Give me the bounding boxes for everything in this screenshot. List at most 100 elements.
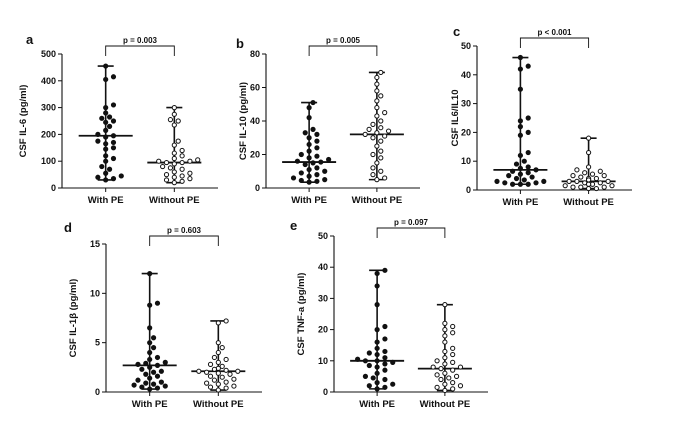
y-tick-label: 0 — [95, 387, 100, 397]
data-point-filled — [95, 174, 101, 180]
data-point-open — [442, 361, 448, 367]
data-point-filled — [154, 300, 161, 306]
data-point-filled — [517, 132, 524, 138]
data-point-filled — [509, 168, 516, 174]
data-point-filled — [150, 369, 157, 375]
y-tick-label: 40 — [461, 70, 471, 80]
data-point-filled — [302, 130, 308, 136]
data-point-open — [574, 178, 580, 184]
data-point-filled — [306, 135, 312, 141]
data-point-filled — [306, 166, 312, 173]
data-point-open — [450, 359, 456, 365]
data-point-open — [374, 98, 380, 104]
y-tick-label: 10 — [90, 288, 100, 298]
data-point-open — [207, 384, 214, 390]
data-point-filled — [302, 161, 308, 168]
y-tick-label: 400 — [41, 76, 56, 86]
data-point-filled — [143, 380, 149, 386]
data-point-filled — [147, 302, 153, 308]
data-point-filled — [374, 270, 380, 277]
data-point-filled — [147, 325, 153, 331]
data-point-open — [204, 369, 210, 375]
y-tick-label: 20 — [250, 150, 260, 160]
data-point-filled — [110, 102, 117, 108]
data-point-filled — [135, 377, 141, 383]
data-point-filled — [106, 123, 113, 129]
data-point-open — [163, 159, 170, 166]
data-point-open — [156, 158, 162, 164]
data-point-filled — [162, 383, 168, 389]
data-point-open — [450, 380, 456, 386]
data-point-open — [378, 138, 384, 144]
data-point-open — [362, 131, 368, 137]
data-point-filled — [322, 177, 328, 183]
data-point-filled — [306, 141, 312, 148]
data-point-open — [171, 122, 177, 128]
data-point-filled — [150, 335, 157, 341]
data-point-filled — [147, 340, 153, 346]
data-point-open — [586, 185, 592, 192]
data-point-filled — [314, 165, 320, 171]
data-point-filled — [517, 118, 524, 124]
data-point-open — [171, 169, 177, 175]
y-axis-title: CSF TNF-a (pg/ml) — [296, 273, 307, 356]
data-point-open — [593, 185, 600, 192]
data-point-open — [438, 376, 444, 383]
data-point-filled — [106, 114, 113, 120]
data-point-filled — [382, 384, 388, 390]
data-point-open — [215, 340, 221, 346]
y-tick-label: 60 — [250, 83, 260, 93]
data-point-filled — [541, 178, 547, 184]
data-point-open — [442, 339, 448, 345]
data-point-open — [442, 381, 448, 387]
data-point-filled — [103, 134, 109, 140]
chart-panel-e: e 0 10 20 30 40 50 CSF TNF-a (pg/ml) With PE With… — [290, 218, 488, 410]
data-point-filled — [106, 166, 113, 172]
data-point-open — [601, 173, 607, 179]
data-point-filled — [99, 115, 105, 121]
data-point-open — [605, 178, 611, 184]
data-point-open — [215, 387, 221, 393]
data-point-open — [366, 126, 372, 132]
y-axis-title: CSF IL-10 (pg/ml) — [238, 82, 249, 160]
data-point-filled — [103, 119, 109, 125]
data-point-open — [457, 383, 464, 389]
data-point-open — [601, 184, 607, 190]
data-point-open — [219, 363, 225, 369]
data-point-open — [442, 327, 448, 333]
data-point-open — [453, 373, 460, 379]
significance-bracket — [149, 235, 219, 246]
data-point-filled — [154, 362, 161, 368]
data-point-open — [378, 168, 384, 174]
data-point-open — [231, 383, 237, 389]
data-point-open — [378, 155, 384, 161]
data-point-filled — [509, 181, 516, 187]
data-point-filled — [310, 126, 316, 132]
panel-letter: c — [453, 24, 460, 39]
data-point-open — [370, 165, 376, 171]
data-point-open — [378, 148, 384, 154]
significance-bracket — [519, 37, 590, 48]
data-point-open — [196, 368, 202, 374]
data-point-filled — [103, 170, 109, 176]
data-point-open — [442, 333, 448, 339]
y-tick-label: 0 — [323, 387, 328, 397]
data-point-open — [195, 157, 201, 163]
data-point-filled — [110, 139, 117, 146]
data-point-filled — [362, 373, 369, 379]
data-point-filled — [521, 177, 527, 183]
data-point-filled — [529, 174, 535, 180]
data-point-open — [370, 135, 376, 141]
data-point-open — [223, 356, 229, 363]
data-point-filled — [158, 379, 164, 385]
data-point-filled — [382, 323, 388, 330]
data-point-filled — [118, 173, 124, 179]
y-tick-label: 10 — [318, 356, 328, 366]
p-value-label: p = 0.097 — [394, 218, 429, 227]
p-value-label: p = 0.003 — [123, 36, 158, 45]
data-point-filled — [103, 105, 109, 111]
y-tick-label: 10 — [461, 156, 471, 166]
data-point-filled — [110, 74, 117, 80]
data-point-open — [171, 155, 177, 162]
